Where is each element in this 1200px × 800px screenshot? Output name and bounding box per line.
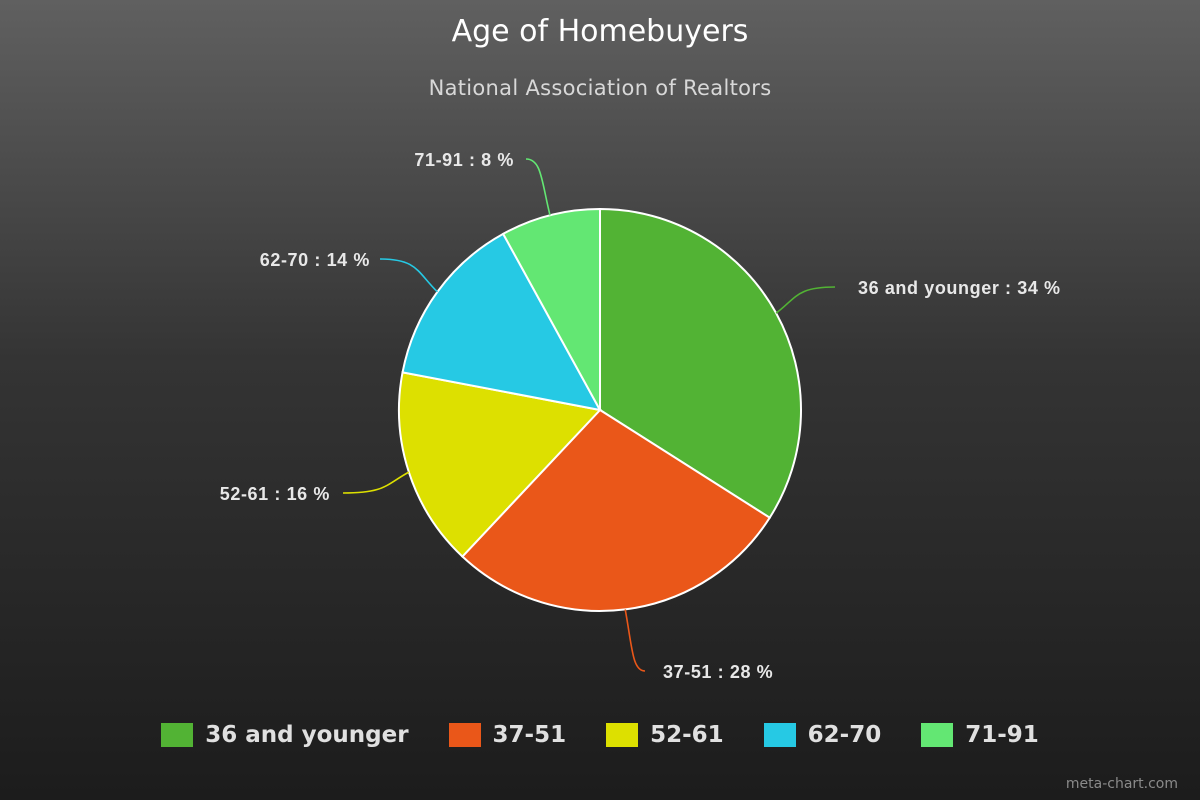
leader-line	[775, 286, 836, 314]
slice-label: 36 and younger : 34 %	[858, 278, 1061, 298]
legend-label: 52-61	[650, 722, 724, 748]
legend-swatch	[161, 723, 194, 747]
legend-item[interactable]: 62-70	[763, 722, 882, 748]
chart-legend: 36 and younger 37-51 52-61 62-70 71-91	[0, 722, 1200, 748]
legend-label: 36 and younger	[205, 722, 409, 748]
slice-label: 62-70 : 14 %	[260, 250, 370, 270]
credit-text: meta-chart.com	[1065, 776, 1178, 792]
pie-slice-62-70[interactable]	[401, 232, 602, 412]
slice-label: 37-51 : 28 %	[663, 662, 773, 682]
legend-label: 62-70	[807, 722, 882, 748]
leader-line	[379, 258, 438, 293]
legend-swatch	[921, 723, 954, 747]
legend-label: 37-51	[492, 722, 567, 748]
slice-label: 71-91 : 8 %	[414, 150, 514, 170]
chart-subtitle: National Association of Realtors	[428, 76, 772, 100]
legend-label: 71-91	[965, 722, 1039, 748]
legend-item[interactable]: 71-91	[921, 722, 1039, 748]
leader-line	[624, 609, 646, 672]
pie-slice-71-91[interactable]	[501, 207, 601, 411]
legend-item[interactable]: 36 and younger	[161, 722, 409, 748]
legend-swatch	[763, 723, 796, 747]
leader-line	[525, 158, 551, 216]
leader-line	[342, 471, 410, 494]
legend-swatch	[606, 723, 639, 747]
legend-item[interactable]: 52-61	[606, 722, 724, 748]
chart-title: Age of Homebuyers	[451, 14, 749, 49]
slice-label: 52-61 : 16 %	[220, 484, 330, 504]
legend-item[interactable]: 37-51	[448, 722, 567, 748]
pie-slice-36-and-younger[interactable]	[599, 207, 802, 520]
legend-swatch	[448, 723, 481, 747]
